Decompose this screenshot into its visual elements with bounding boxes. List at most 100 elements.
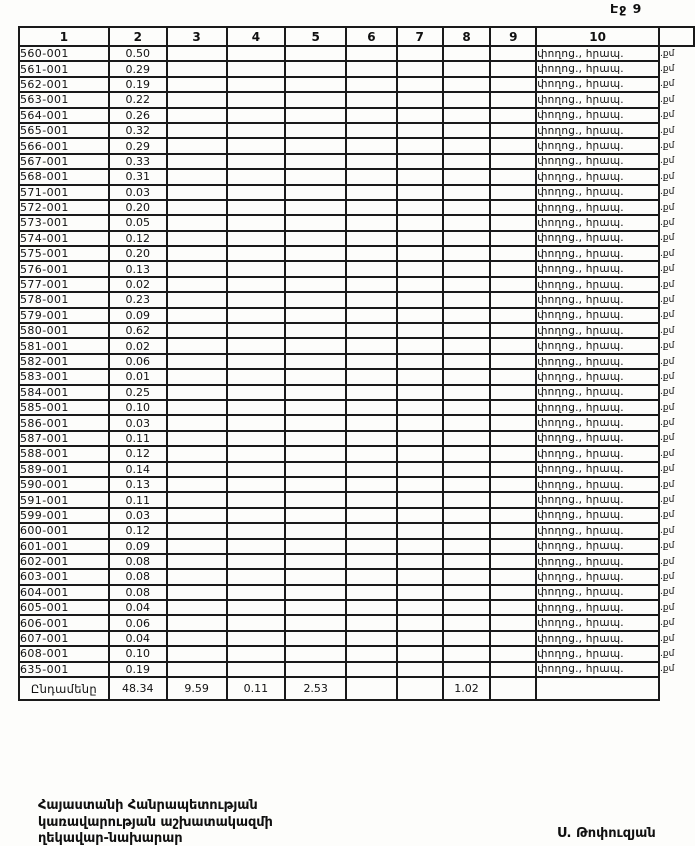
margin-note: .քմ xyxy=(660,156,675,167)
margin-note: .քմ xyxy=(660,187,675,198)
margin-note: .քմ xyxy=(660,387,675,398)
empty-cell xyxy=(165,168,228,186)
empty-cell xyxy=(489,198,538,217)
empty-cell xyxy=(165,429,228,448)
note-cell: փողոց., հրապ. xyxy=(535,137,661,155)
empty-cell xyxy=(165,60,228,78)
code-cell: 588-001 xyxy=(18,445,110,463)
margin-note: .քմ xyxy=(660,217,675,228)
code-cell: 565-001 xyxy=(18,121,110,140)
empty-cell xyxy=(165,383,228,402)
code-cell: 591-001 xyxy=(18,491,110,509)
table-row: 603-001 0.08 փողոց., հրապ. .քմ xyxy=(18,568,694,586)
table-body: 560-001 0.50 փողոց., հրապ. .քմ 561-001 0.29 փո… xyxy=(18,44,694,679)
empty-cell xyxy=(165,291,228,309)
empty-cell xyxy=(165,44,228,63)
empty-cell xyxy=(225,337,287,355)
empty-cell xyxy=(284,352,348,371)
value-cell: 0.13 xyxy=(107,475,168,494)
table-row: 585-001 0.10 փողոց., հրապ. .քմ xyxy=(18,398,694,417)
empty-cell xyxy=(395,429,444,448)
empty-cell xyxy=(441,383,492,402)
empty-cell xyxy=(345,198,398,217)
empty-cell xyxy=(345,229,398,248)
margin-note: .քմ xyxy=(660,495,675,506)
margin-note: .քմ xyxy=(660,541,675,552)
table-row: 573-001 0.05 փողոց., հրապ. .քմ xyxy=(18,214,694,232)
empty-cell xyxy=(441,506,492,525)
empty-cell xyxy=(395,44,444,63)
empty-cell xyxy=(395,198,444,217)
value-cell: 0.02 xyxy=(107,275,168,294)
empty-cell xyxy=(395,629,444,648)
empty-cell xyxy=(489,121,538,140)
value-cell: 0.03 xyxy=(107,506,168,525)
note-cell: փողոց., հրապ. xyxy=(535,106,661,124)
value-cell: 0.22 xyxy=(107,91,168,109)
code-cell: 600-001 xyxy=(18,522,110,540)
empty-cell xyxy=(345,629,398,648)
empty-cell xyxy=(284,260,348,278)
empty-cell xyxy=(345,368,398,386)
empty-cell xyxy=(225,460,287,478)
empty-cell xyxy=(225,137,287,155)
empty-cell xyxy=(165,398,228,417)
empty-cell xyxy=(489,60,538,78)
empty-cell xyxy=(284,152,348,171)
empty-cell xyxy=(395,106,444,124)
margin-note: .քմ xyxy=(660,233,675,244)
header-cell-col-2: 2 xyxy=(107,26,168,47)
empty-cell xyxy=(441,522,492,540)
empty-cell xyxy=(284,398,348,417)
empty-cell xyxy=(284,337,348,355)
note-cell: փողոց., հրապ. xyxy=(535,629,661,648)
empty-cell xyxy=(395,168,444,186)
empty-cell xyxy=(441,106,492,124)
empty-cell xyxy=(165,522,228,540)
note-cell: փողոց., հրապ. xyxy=(535,260,661,278)
table-row: 582-001 0.06 փողոց., հրապ. .քմ xyxy=(18,352,694,371)
empty-cell xyxy=(225,183,287,201)
empty-cell xyxy=(225,106,287,124)
empty-cell xyxy=(395,460,444,478)
total-value-col4: 0.11 xyxy=(225,676,287,702)
value-cell: 0.05 xyxy=(107,214,168,232)
empty-cell xyxy=(489,306,538,325)
note-cell: փողոց., հրապ. xyxy=(535,291,661,309)
margin-note: .քմ xyxy=(660,310,675,321)
note-cell: փողոց., հրապ. xyxy=(535,337,661,355)
empty-cell xyxy=(225,168,287,186)
empty-cell xyxy=(284,491,348,509)
code-cell: 602-001 xyxy=(18,552,110,571)
value-cell: 0.06 xyxy=(107,352,168,371)
footer-line: կառավարության աշխատակազմի xyxy=(38,814,273,830)
code-cell: 575-001 xyxy=(18,245,110,263)
note-cell: փողոց., հրապ. xyxy=(535,645,661,663)
note-cell: փողոց., հրապ. xyxy=(535,352,661,371)
note-cell: փողոց., հրապ. xyxy=(535,306,661,325)
margin-note: .քմ xyxy=(660,125,675,136)
empty-cell xyxy=(395,599,444,617)
empty-cell xyxy=(284,183,348,201)
value-cell: 0.12 xyxy=(107,522,168,540)
code-cell: 573-001 xyxy=(18,214,110,232)
code-cell: 572-001 xyxy=(18,198,110,217)
value-cell: 0.25 xyxy=(107,383,168,402)
data-table: 1 2 3 4 5 6 7 8 9 10 560-001 0.50 փողոց., հրապ. .քմ 5… xyxy=(18,26,695,702)
empty-cell xyxy=(441,121,492,140)
margin-note: .քմ xyxy=(660,418,675,429)
empty-cell xyxy=(345,414,398,432)
empty-cell xyxy=(165,645,228,663)
note-cell: փողոց., հրապ. xyxy=(535,660,661,679)
empty-cell xyxy=(441,645,492,663)
empty-cell xyxy=(165,306,228,325)
empty-cell xyxy=(441,137,492,155)
header-cell-col-1: 1 xyxy=(18,26,110,47)
empty-cell xyxy=(489,260,538,278)
empty-cell xyxy=(165,629,228,648)
code-cell: 590-001 xyxy=(18,475,110,494)
table-row: 606-001 0.06 փողոց., հրապ. .քմ xyxy=(18,614,694,632)
empty-cell xyxy=(345,106,398,124)
code-cell: 578-001 xyxy=(18,291,110,309)
empty-cell xyxy=(395,414,444,432)
